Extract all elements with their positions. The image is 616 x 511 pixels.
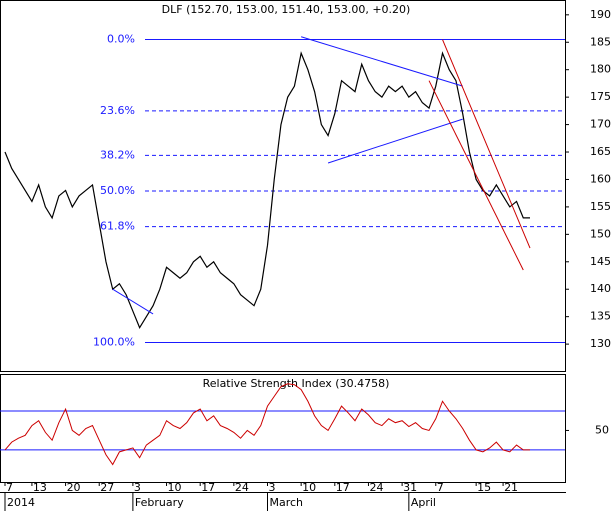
x-tick-label: 13 xyxy=(33,481,47,494)
month-label: 2014 xyxy=(7,496,35,509)
x-tick-label: 17 xyxy=(201,481,215,494)
trendline xyxy=(327,118,463,164)
trendline xyxy=(112,288,154,315)
y-tick-label: 135 xyxy=(590,310,611,323)
rsi-line xyxy=(4,383,530,466)
y-tick-label: 160 xyxy=(590,172,611,185)
fib-label: 50.0% xyxy=(100,184,135,197)
x-tick-label: 15 xyxy=(477,481,491,494)
trendline xyxy=(301,36,463,87)
month-label: February xyxy=(135,496,184,509)
y-tick-label: 165 xyxy=(590,145,611,158)
y-tick-label: 130 xyxy=(590,337,611,350)
x-tick-label: 7 xyxy=(6,481,13,494)
x-tick-label: 17 xyxy=(336,481,350,494)
month-label: April xyxy=(411,496,436,509)
fib-label: 23.6% xyxy=(100,104,135,117)
y-tick-label: 170 xyxy=(590,118,611,131)
y-tick-label: 190 xyxy=(590,8,611,21)
x-tick-label: 24 xyxy=(235,481,249,494)
chart-title: DLF (152.70, 153.00, 151.40, 153.00, +0.… xyxy=(162,3,411,16)
x-tick-label: 20 xyxy=(67,481,81,494)
y-tick-label: 140 xyxy=(590,282,611,295)
fib-label: 61.8% xyxy=(100,220,135,233)
x-tick-label: 31 xyxy=(403,481,417,494)
month-label: March xyxy=(270,496,304,509)
y-tick-label: 180 xyxy=(590,63,611,76)
rsi-title: Relative Strength Index (30.4758) xyxy=(203,377,390,390)
x-tick-label: 3 xyxy=(134,481,141,494)
x-tick-label: 3 xyxy=(269,481,276,494)
trendline xyxy=(428,80,524,271)
fib-label: 100.0% xyxy=(93,335,135,348)
y-tick-label: 155 xyxy=(590,200,611,213)
x-tick-label: 10 xyxy=(168,481,182,494)
price-line xyxy=(4,51,530,329)
x-tick-label: 7 xyxy=(437,481,444,494)
y-tick-label: 150 xyxy=(590,227,611,240)
fib-label: 38.2% xyxy=(100,148,135,161)
y-tick-label: 185 xyxy=(590,35,611,48)
fib-label: 0.0% xyxy=(107,33,135,46)
price-frame xyxy=(0,0,566,372)
trendline xyxy=(442,39,531,249)
y-tick-label: 175 xyxy=(590,90,611,103)
x-tick-label: 10 xyxy=(302,481,316,494)
y-tick-label: 145 xyxy=(590,255,611,268)
y-tick-label: 50 xyxy=(595,423,609,436)
x-tick-label: 27 xyxy=(100,481,114,494)
x-tick-label: 21 xyxy=(504,481,518,494)
rsi-frame xyxy=(0,374,566,483)
x-tick-label: 24 xyxy=(369,481,383,494)
